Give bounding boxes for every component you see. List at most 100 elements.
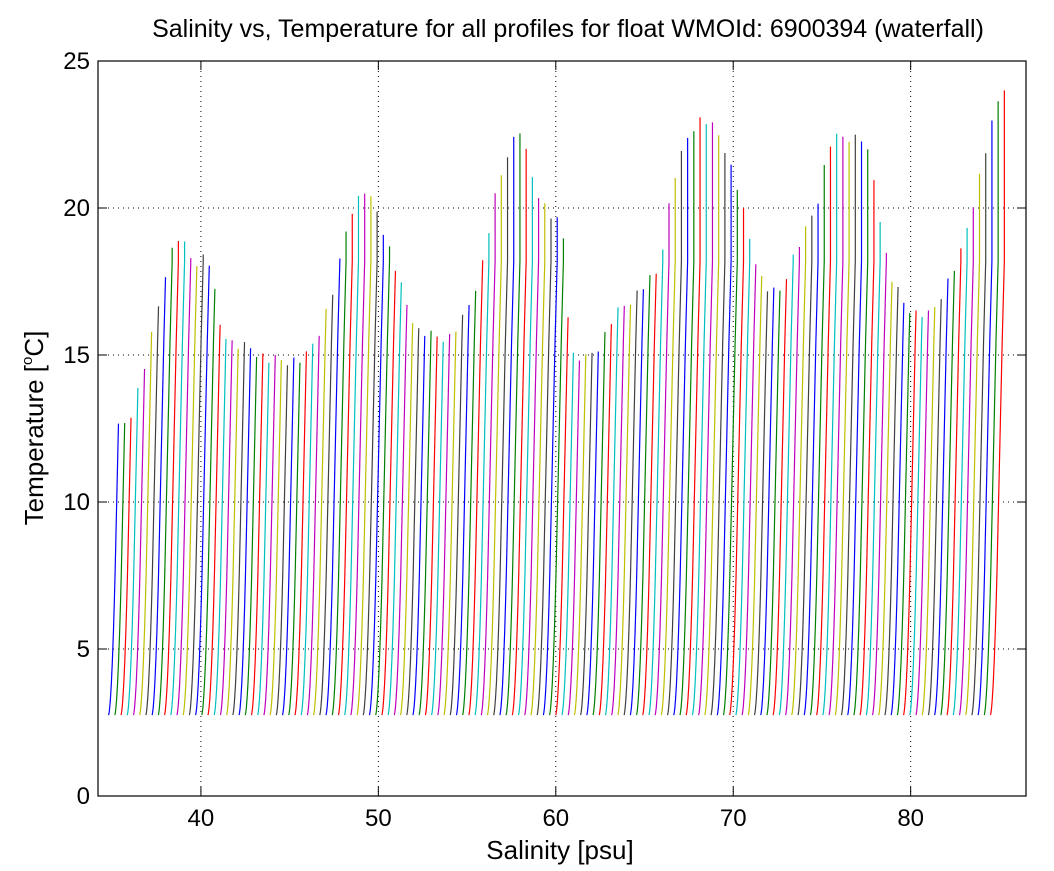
profile-line	[902, 310, 917, 716]
profile-line	[350, 193, 366, 716]
profile-line	[685, 117, 701, 716]
profile-line	[865, 221, 881, 716]
profile-line	[219, 340, 233, 716]
profile-line	[716, 164, 732, 716]
profile-lines	[108, 90, 1005, 716]
profile-line	[139, 331, 153, 716]
profile-line	[493, 157, 509, 716]
profile-line	[412, 335, 426, 716]
profile-line	[586, 351, 599, 716]
plot-area	[98, 61, 1026, 796]
profile-line	[238, 348, 252, 716]
profile-line	[816, 146, 832, 716]
profile-line	[604, 307, 619, 716]
profile-line	[803, 203, 819, 716]
profile-line	[437, 334, 451, 716]
x-tick-label: 70	[720, 805, 747, 832]
profile-line	[281, 357, 295, 716]
y-axis-label-suffix: C]	[19, 331, 49, 357]
y-tick-label: 10	[63, 489, 90, 516]
profile-line	[344, 195, 360, 716]
y-tick-label: 0	[77, 783, 90, 810]
profile-line	[486, 175, 502, 716]
profile-line	[449, 314, 464, 716]
profile-line	[288, 362, 301, 716]
profile-line	[679, 131, 695, 716]
profile-line	[337, 213, 353, 716]
profile-line	[909, 316, 923, 716]
profile-line	[511, 148, 527, 716]
profile-line	[443, 331, 457, 716]
profile-line	[114, 423, 126, 716]
profile-line	[474, 233, 490, 716]
profile-line	[126, 388, 139, 716]
profile-line	[940, 270, 955, 716]
profile-line	[207, 324, 221, 716]
profile-line	[393, 305, 408, 716]
profile-line	[809, 165, 825, 716]
profile-line	[269, 360, 282, 716]
profile-line	[654, 203, 670, 716]
profile-line	[182, 266, 198, 716]
profile-line	[300, 343, 314, 716]
y-tick-label: 5	[77, 636, 90, 663]
profile-line	[275, 365, 289, 716]
profile-line	[399, 323, 414, 716]
profile-line	[145, 306, 160, 716]
profile-line	[915, 310, 930, 716]
profile-line	[387, 282, 402, 716]
profile-line	[629, 289, 644, 716]
profile-line	[418, 330, 432, 716]
profile-line	[660, 178, 676, 716]
x-tick-label: 40	[188, 805, 215, 832]
profile-line	[499, 136, 515, 716]
profile-line	[542, 217, 558, 716]
profile-line	[163, 240, 179, 716]
profile-line	[989, 90, 1005, 716]
profile-line	[313, 308, 327, 716]
profile-line	[263, 354, 276, 716]
profile-line	[722, 189, 738, 716]
profile-line	[188, 254, 204, 716]
profile-line	[517, 177, 533, 716]
profile-line	[406, 328, 420, 716]
profile-line	[952, 227, 968, 716]
tick-marks	[98, 60, 1026, 797]
profile-line	[381, 270, 397, 716]
profile-line	[430, 341, 444, 716]
profile-line	[635, 275, 651, 716]
profile-line	[176, 258, 192, 716]
profile-line	[244, 357, 258, 716]
profile-line	[934, 278, 949, 716]
profile-line	[592, 331, 606, 716]
profile-line	[257, 362, 270, 716]
profile-line	[871, 252, 887, 716]
profile-line	[834, 141, 850, 716]
profile-line	[958, 207, 974, 716]
tick-labels: 40 50 60 70 80 0 5 10 15 20 25	[63, 48, 924, 832]
x-tick-label: 60	[542, 805, 569, 832]
profile-line	[530, 203, 546, 716]
profile-line	[859, 180, 875, 716]
profile-line	[232, 342, 246, 716]
profile-line	[896, 313, 911, 716]
profile-line	[120, 417, 132, 716]
profile-line	[611, 305, 625, 716]
profile-line	[132, 369, 146, 716]
profile-line	[666, 151, 683, 716]
profile-line	[368, 234, 384, 716]
profile-line	[325, 258, 341, 716]
x-tick-label: 80	[897, 805, 924, 832]
profile-line	[853, 149, 869, 716]
x-tick-label: 50	[365, 805, 392, 832]
profile-line	[766, 290, 781, 716]
profile-line	[319, 294, 334, 716]
profile-line	[965, 173, 981, 716]
profile-line	[691, 124, 707, 716]
profile-line	[505, 133, 521, 716]
profile-line	[524, 198, 540, 716]
profile-line	[927, 299, 942, 716]
profile-line	[455, 305, 470, 716]
profile-line	[760, 287, 775, 716]
